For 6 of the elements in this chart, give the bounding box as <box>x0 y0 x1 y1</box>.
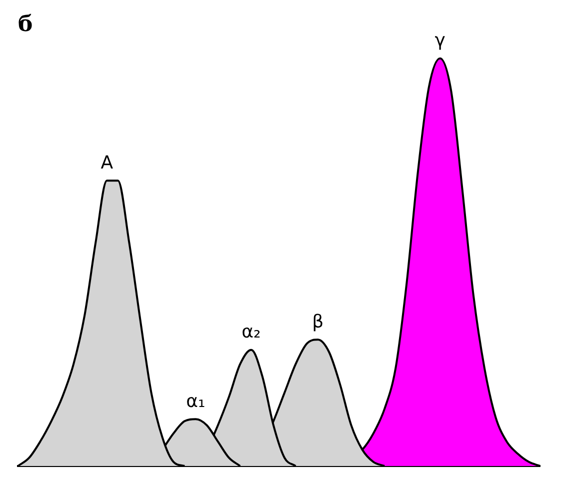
series-label: γ <box>434 30 446 52</box>
series-label: β <box>312 311 324 332</box>
series-label: α₂ <box>242 322 261 343</box>
series-label: A <box>100 152 114 174</box>
series-label: α₁ <box>186 390 206 412</box>
chart-title: б <box>18 10 33 37</box>
